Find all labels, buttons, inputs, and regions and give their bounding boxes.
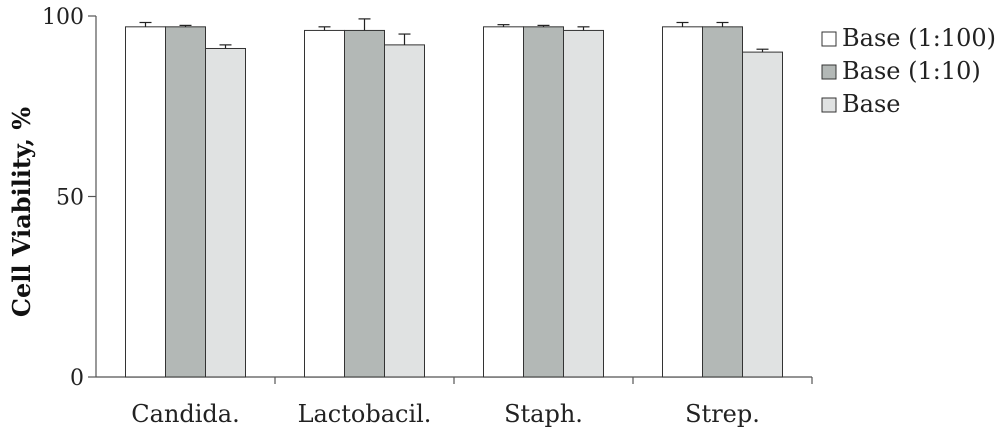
y-axis-label: Cell Viability, % — [7, 107, 36, 317]
bar — [523, 26, 564, 378]
bars — [125, 26, 783, 378]
bar — [344, 29, 385, 378]
legend-swatch — [821, 64, 837, 80]
x-tick-label: Strep. — [685, 400, 760, 428]
bar — [742, 51, 783, 378]
bar — [304, 29, 345, 378]
y-tick-label: 0 — [70, 366, 84, 391]
bar — [165, 26, 206, 378]
bar — [125, 26, 166, 378]
legend-swatch — [821, 97, 837, 113]
y-tick-label: 100 — [42, 5, 84, 30]
legend-label: Base — [842, 90, 900, 118]
bar — [563, 29, 604, 378]
bar — [702, 26, 743, 378]
y-tick-label: 50 — [56, 186, 84, 211]
legend-swatch — [821, 31, 837, 47]
bar — [384, 44, 425, 378]
legend-label: Base (1:100) — [842, 24, 996, 52]
x-tick-label: Candida. — [131, 400, 239, 428]
legend-label: Base (1:10) — [842, 57, 981, 85]
bar — [662, 26, 703, 378]
x-tick-label: Lactobacil. — [298, 400, 432, 428]
error-bars — [139, 18, 769, 53]
x-tick-label: Staph. — [504, 400, 583, 428]
legend: Base (1:100) Base (1:10) Base — [821, 24, 996, 118]
bar — [483, 26, 524, 378]
bar — [205, 47, 246, 378]
axes: 0 50 100 Candida. Lactobacil. Staph. Strep. — [42, 5, 813, 428]
